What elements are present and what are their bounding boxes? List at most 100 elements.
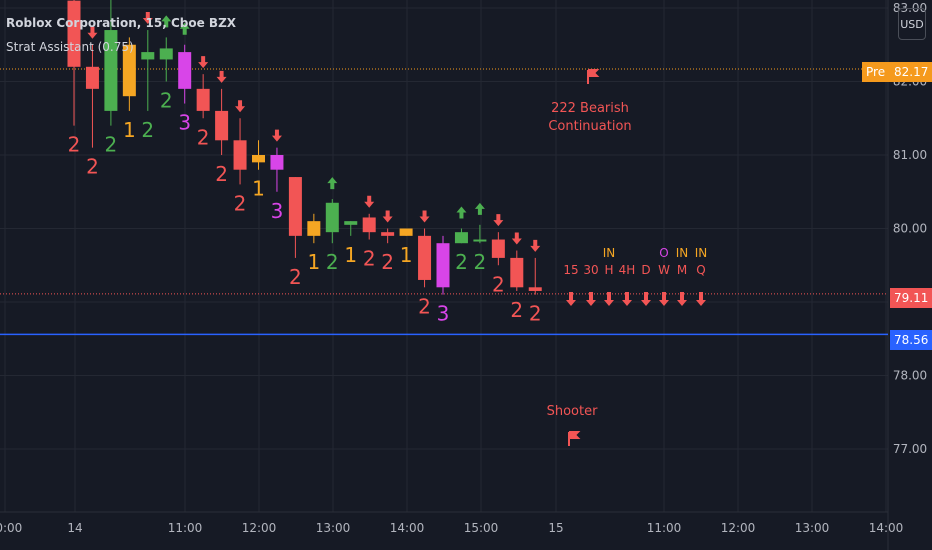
candle-body [454, 232, 468, 244]
candle-body [233, 140, 247, 170]
timeframe-tag: IN [603, 246, 616, 260]
strat-number-label: 1 [344, 243, 357, 267]
down-arrow-icon [641, 292, 651, 306]
strat-number-label: 3 [437, 302, 450, 326]
x-axis-tick-label: 13:00 [795, 521, 830, 535]
pattern-label-line1: 222 Bearish [551, 101, 629, 116]
candle-body [196, 88, 210, 111]
down-arrow-icon [566, 292, 576, 306]
candle-body [528, 287, 542, 291]
down-arrow-icon [235, 100, 246, 113]
candle-body [307, 221, 321, 236]
strat-number-label: 2 [160, 89, 173, 113]
down-arrow-icon [364, 195, 375, 208]
down-arrow-icon [216, 70, 227, 83]
candle-body [510, 257, 524, 288]
symbol-title: Roblox Corporation, 15, Cboe BZX [6, 16, 237, 30]
y-axis-tick-label: 80.00 [893, 222, 927, 236]
timeframe-label: 30 [583, 263, 598, 277]
down-arrow-icon [198, 56, 209, 69]
strat-number-label: 3 [271, 199, 284, 223]
down-arrow-icon [604, 292, 614, 306]
timeframe-label: W [658, 263, 670, 277]
up-arrow-icon [474, 202, 485, 215]
y-axis-tick-label: 78.00 [893, 369, 927, 383]
strat-number-label: 2 [86, 155, 99, 179]
candle-body [85, 66, 99, 89]
candle-body [399, 228, 413, 236]
strat-number-label: 2 [418, 294, 431, 318]
candle-body [159, 48, 173, 60]
x-axis-tick-label: 12:00 [242, 521, 277, 535]
up-arrow-icon [179, 22, 190, 35]
x-axis-tick-label: 15 [548, 521, 563, 535]
down-arrow-icon [530, 239, 541, 252]
x-axis-tick-label: 14:00 [390, 521, 425, 535]
x-axis-tick-label: 14:00 [869, 521, 904, 535]
strat-number-label: 2 [141, 118, 154, 142]
candle-body [362, 217, 376, 233]
strat-number-label: 1 [400, 243, 413, 267]
y-axis-tick-label: 77.00 [893, 442, 927, 456]
x-axis-tick-label: 11:00 [168, 521, 203, 535]
x-axis-tick-label: 14 [67, 521, 82, 535]
strat-number-label: 2 [363, 247, 376, 271]
candle-body [215, 110, 229, 141]
flag-icon [568, 431, 581, 446]
strat-number-label: 2 [510, 298, 523, 322]
strat-number-label: 2 [529, 302, 542, 326]
candle-body [491, 239, 505, 258]
timeframe-label: 15 [563, 263, 578, 277]
last-price-tag: 79.11 [890, 288, 932, 308]
down-arrow-icon [419, 210, 430, 223]
candle-body [178, 52, 192, 89]
strat-number-label: 2 [105, 133, 118, 157]
strat-number-label: 1 [252, 177, 265, 201]
strat-number-label: 2 [381, 250, 394, 274]
down-arrow-icon [659, 292, 669, 306]
timeframe-tag: IN [676, 246, 689, 260]
candle-body [436, 243, 450, 288]
strat-number-label: 1 [123, 118, 136, 142]
x-axis-tick-label: 13:00 [316, 521, 351, 535]
timeframe-label: H [604, 263, 613, 277]
pre-market-price-tag: 82.17 [890, 62, 932, 82]
strat-number-label: 3 [178, 111, 191, 135]
strat-number-label: 1 [307, 250, 320, 274]
strat-number-label: 2 [455, 250, 468, 274]
down-arrow-icon [586, 292, 596, 306]
shooter-label: Shooter [547, 404, 598, 419]
strat-number-label: 2 [215, 162, 228, 186]
candle-body [270, 155, 284, 170]
candle-body [67, 0, 81, 67]
down-arrow-icon [382, 210, 393, 223]
blue-line-price-tag: 78.56 [890, 330, 932, 350]
strat-number-label: 2 [289, 265, 302, 289]
down-arrow-icon [271, 129, 282, 142]
candle-body [325, 202, 339, 233]
strat-number-label: 2 [492, 272, 505, 296]
down-arrow-icon [696, 292, 706, 306]
strat-number-label: 2 [234, 191, 247, 215]
down-arrow-icon [87, 26, 98, 39]
candle-body [252, 155, 265, 163]
timeframe-label: Q [696, 263, 705, 277]
up-arrow-icon [456, 206, 467, 219]
pre-market-label: Pre [862, 62, 894, 82]
x-axis-tick-label: 12:00 [721, 521, 756, 535]
candle-body [141, 52, 155, 60]
timeframe-label: 4H [619, 263, 636, 277]
currency-button[interactable]: USD [898, 8, 926, 40]
strat-number-label: 2 [197, 125, 210, 149]
up-arrow-icon [327, 177, 338, 190]
candle-body [344, 221, 358, 225]
x-axis-tick-label: 11:00 [647, 521, 682, 535]
down-arrow-icon [677, 292, 687, 306]
timeframe-tag: IN [695, 246, 708, 260]
down-arrow-icon [511, 232, 522, 245]
pattern-label-line2: Continuation [548, 119, 631, 134]
candle-body [288, 177, 302, 236]
x-axis-tick-label: 10:00 [0, 521, 22, 535]
